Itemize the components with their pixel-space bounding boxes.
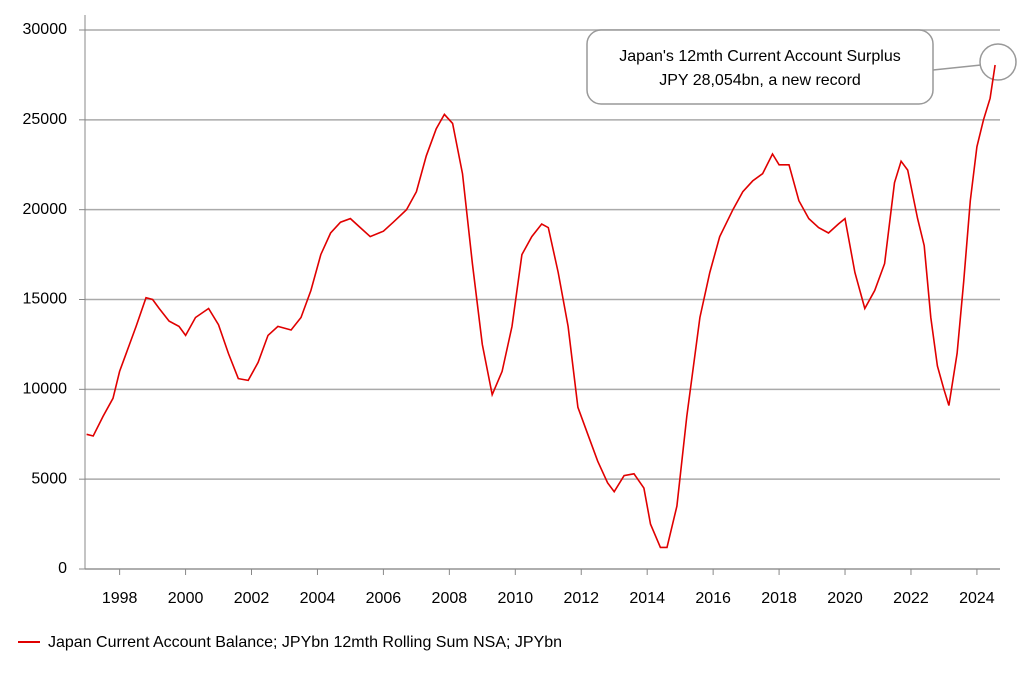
y-tick-label: 5000 — [31, 470, 67, 487]
x-tick-label: 2014 — [629, 590, 665, 607]
x-tick-label: 2004 — [300, 590, 336, 607]
legend-label: Japan Current Account Balance; JPYbn 12m… — [48, 634, 562, 651]
x-tick-label: 2016 — [695, 590, 731, 607]
x-tick-label: 2012 — [563, 590, 599, 607]
annotation-line: Japan's 12mth Current Account Surplus — [619, 48, 900, 65]
x-tick-label: 2022 — [893, 590, 929, 607]
y-tick-label: 20000 — [23, 201, 68, 218]
x-tick-label: 2002 — [234, 590, 270, 607]
x-tick-label: 2000 — [168, 590, 204, 607]
annotation-circle — [979, 43, 1017, 81]
x-tick-label: 2006 — [366, 590, 402, 607]
annotation-box — [586, 29, 934, 105]
y-tick-label: 25000 — [23, 111, 68, 128]
series-line — [86, 64, 996, 549]
annotation-line: JPY 28,054bn, a new record — [659, 72, 861, 89]
x-tick-label: 2020 — [827, 590, 863, 607]
x-tick-label: 2008 — [432, 590, 468, 607]
y-tick-label: 15000 — [23, 291, 68, 308]
x-tick-label: 2024 — [959, 590, 995, 607]
x-tick-label: 2010 — [498, 590, 534, 607]
y-tick-label: 0 — [58, 560, 67, 577]
y-tick-label: 30000 — [23, 21, 68, 38]
x-tick-label: 1998 — [102, 590, 138, 607]
x-tick-label: 2018 — [761, 590, 797, 607]
y-tick-label: 10000 — [23, 381, 68, 398]
annotation-connector — [932, 64, 982, 71]
